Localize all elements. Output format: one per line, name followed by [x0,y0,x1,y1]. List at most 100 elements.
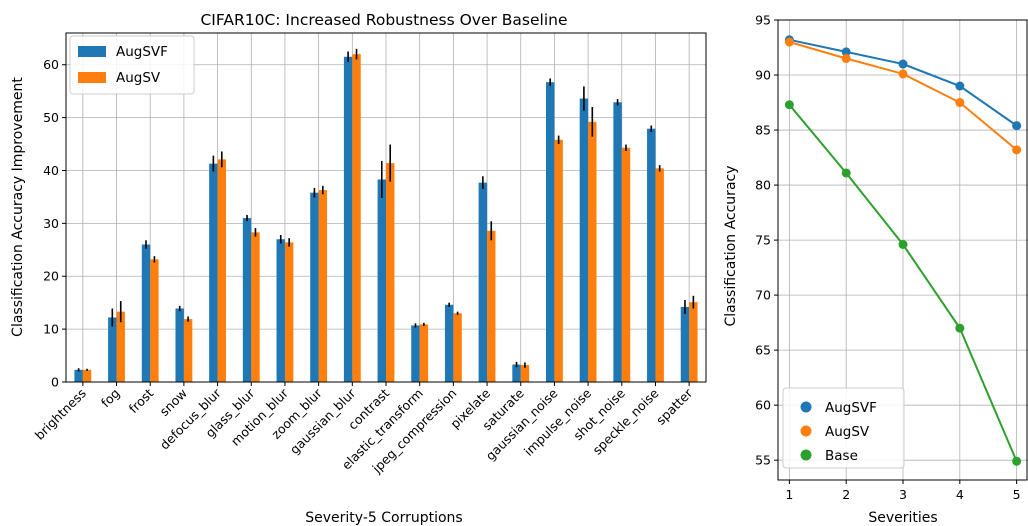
line-legend: AugSVF AugSV Base [782,387,905,469]
bar-x-tick-label-frost: frost [126,385,157,416]
line-legend-box [782,387,905,469]
bar-x-axis-label: Severity-5 Corruptions [305,510,462,526]
point-augsv-severity-3 [898,69,908,79]
line-legend-marker-augsvf [800,401,812,413]
bar-y-ticks: 0 10 20 30 40 50 60 [43,57,66,390]
line-y-tick-label: 95 [755,13,771,28]
bar-y-tick-label: 30 [43,216,59,231]
bar-augsv-saturate [520,365,530,382]
point-augsvf-severity-3 [898,59,908,69]
line-x-tick-label: 3 [899,487,907,502]
line-x-tick-label: 4 [956,487,964,502]
bar-augsv-defocus_blur [217,159,226,382]
bar-augsvf-spatter [680,306,690,382]
bar-legend-label-augsv: AugSV [116,70,161,86]
bar-augsv-jpeg_compression [453,313,462,382]
point-augsvf-severity-5 [1012,121,1022,131]
line-x-tick-label: 1 [785,487,793,502]
bar-legend-swatch-augsvf [78,46,106,57]
bar-augsv-glass_blur [251,232,260,382]
bar-chart-title: CIFAR10C: Increased Robustness Over Base… [200,11,567,29]
bar-augsvf-pixelate [478,182,488,382]
point-augsvf-severity-4 [955,81,965,91]
bar-y-axis-label: Classification Accuracy Improvement [10,77,26,337]
line-y-tick-label: 60 [755,398,771,413]
bar-augsvf-jpeg_compression [444,304,454,382]
line-chart: 55 60 65 70 75 80 85 90 95 1 2 3 4 5 Severities Clas… [723,13,1028,526]
bar-augsvf-frost [141,244,151,382]
bar-augsvf-impulse_noise [579,98,589,382]
bar-augsv-fog [116,311,125,382]
line-legend-marker-base [800,449,812,461]
bar-augsv-elastic_transform [419,324,429,382]
bar-augsvf-contrast [377,179,386,382]
point-base-severity-3 [898,239,908,249]
bar-augsvf-defocus_blur [209,163,218,382]
bar-augsvf-fog [108,317,117,382]
line-y-tick-label: 65 [755,343,771,358]
bar-augsv-snow [183,319,193,382]
bar-augsv-speckle_noise [655,168,664,382]
bar-augsv-contrast [386,163,395,382]
bar-augsvf-snow [175,308,184,382]
line-y-tick-label: 85 [755,123,771,138]
bar-augsvf-zoom_blur [310,192,319,382]
point-augsv-severity-2 [841,54,851,64]
bar-augsv-impulse_noise [588,121,597,382]
bar-y-tick-label: 20 [43,269,59,284]
bar-legend-swatch-augsv [78,72,106,83]
line-y-tick-label: 90 [755,68,771,83]
line-x-tick-label: 2 [842,487,850,502]
bar-augsvf-speckle_noise [647,128,656,382]
bar-legend: AugSVF AugSV [69,35,195,95]
point-base-severity-5 [1012,456,1022,466]
point-base-severity-1 [784,100,794,110]
line-legend-label-base: Base [825,448,858,464]
point-augsv-severity-1 [784,37,794,47]
bar-augsv-gaussian_blur [352,54,361,382]
bar-augsv-motion_blur [284,242,294,382]
bar-y-tick-label: 40 [43,163,59,178]
bar-legend-label-augsvf: AugSVF [116,44,168,60]
bar-y-tick-label: 60 [43,57,59,72]
point-augsv-severity-4 [955,98,965,108]
bar-y-tick-label: 0 [51,375,59,390]
line-y-tick-label: 55 [755,453,771,468]
line-marks [784,35,1022,466]
bar-y-tick-label: 10 [43,322,59,337]
bar-x-tick-label-fog: fog [98,386,123,411]
bar-augsvf-shot_noise [613,102,622,382]
point-augsv-severity-5 [1012,145,1022,155]
bar-x-tick-label-brightness: brightness [32,386,89,443]
line-x-ticks: 1 2 3 4 5 [785,480,1021,502]
bar-augsvf-glass_blur [242,218,252,382]
line-y-axis-label: Classification Accuracy [723,166,739,327]
bar-augsv-zoom_blur [318,190,328,382]
bar-augsv-spatter [689,302,698,382]
line-x-tick-label: 5 [1013,487,1021,502]
point-base-severity-2 [841,168,851,178]
line-y-ticks: 55 60 65 70 75 80 85 90 95 [755,13,778,468]
bar-y-tick-label: 50 [43,110,59,125]
bar-augsv-gaussian_noise [554,139,563,382]
bar-augsvf-brightness [74,369,83,382]
bar-marks [74,48,698,382]
bar-x-ticks: brightness fog frost snowdefocus_blurglass_… [32,382,696,476]
bar-augsvf-gaussian_noise [546,82,555,382]
line-y-tick-label: 80 [755,178,771,193]
bar-augsv-brightness [82,369,92,382]
line-y-tick-label: 75 [755,233,771,248]
point-augsvf-severity-2 [841,47,851,57]
line-legend-label-augsv: AugSV [825,424,870,440]
point-base-severity-4 [955,323,965,333]
bar-augsvf-motion_blur [276,239,285,382]
bar-augsvf-gaussian_blur [343,56,353,382]
bar-augsvf-elastic_transform [411,325,420,382]
line-legend-marker-augsv [800,425,812,437]
bar-augsv-pixelate [487,230,496,382]
line-x-axis-label: Severities [868,510,937,526]
line-y-tick-label: 70 [755,288,771,303]
line-legend-label-augsvf: AugSVF [825,400,877,416]
